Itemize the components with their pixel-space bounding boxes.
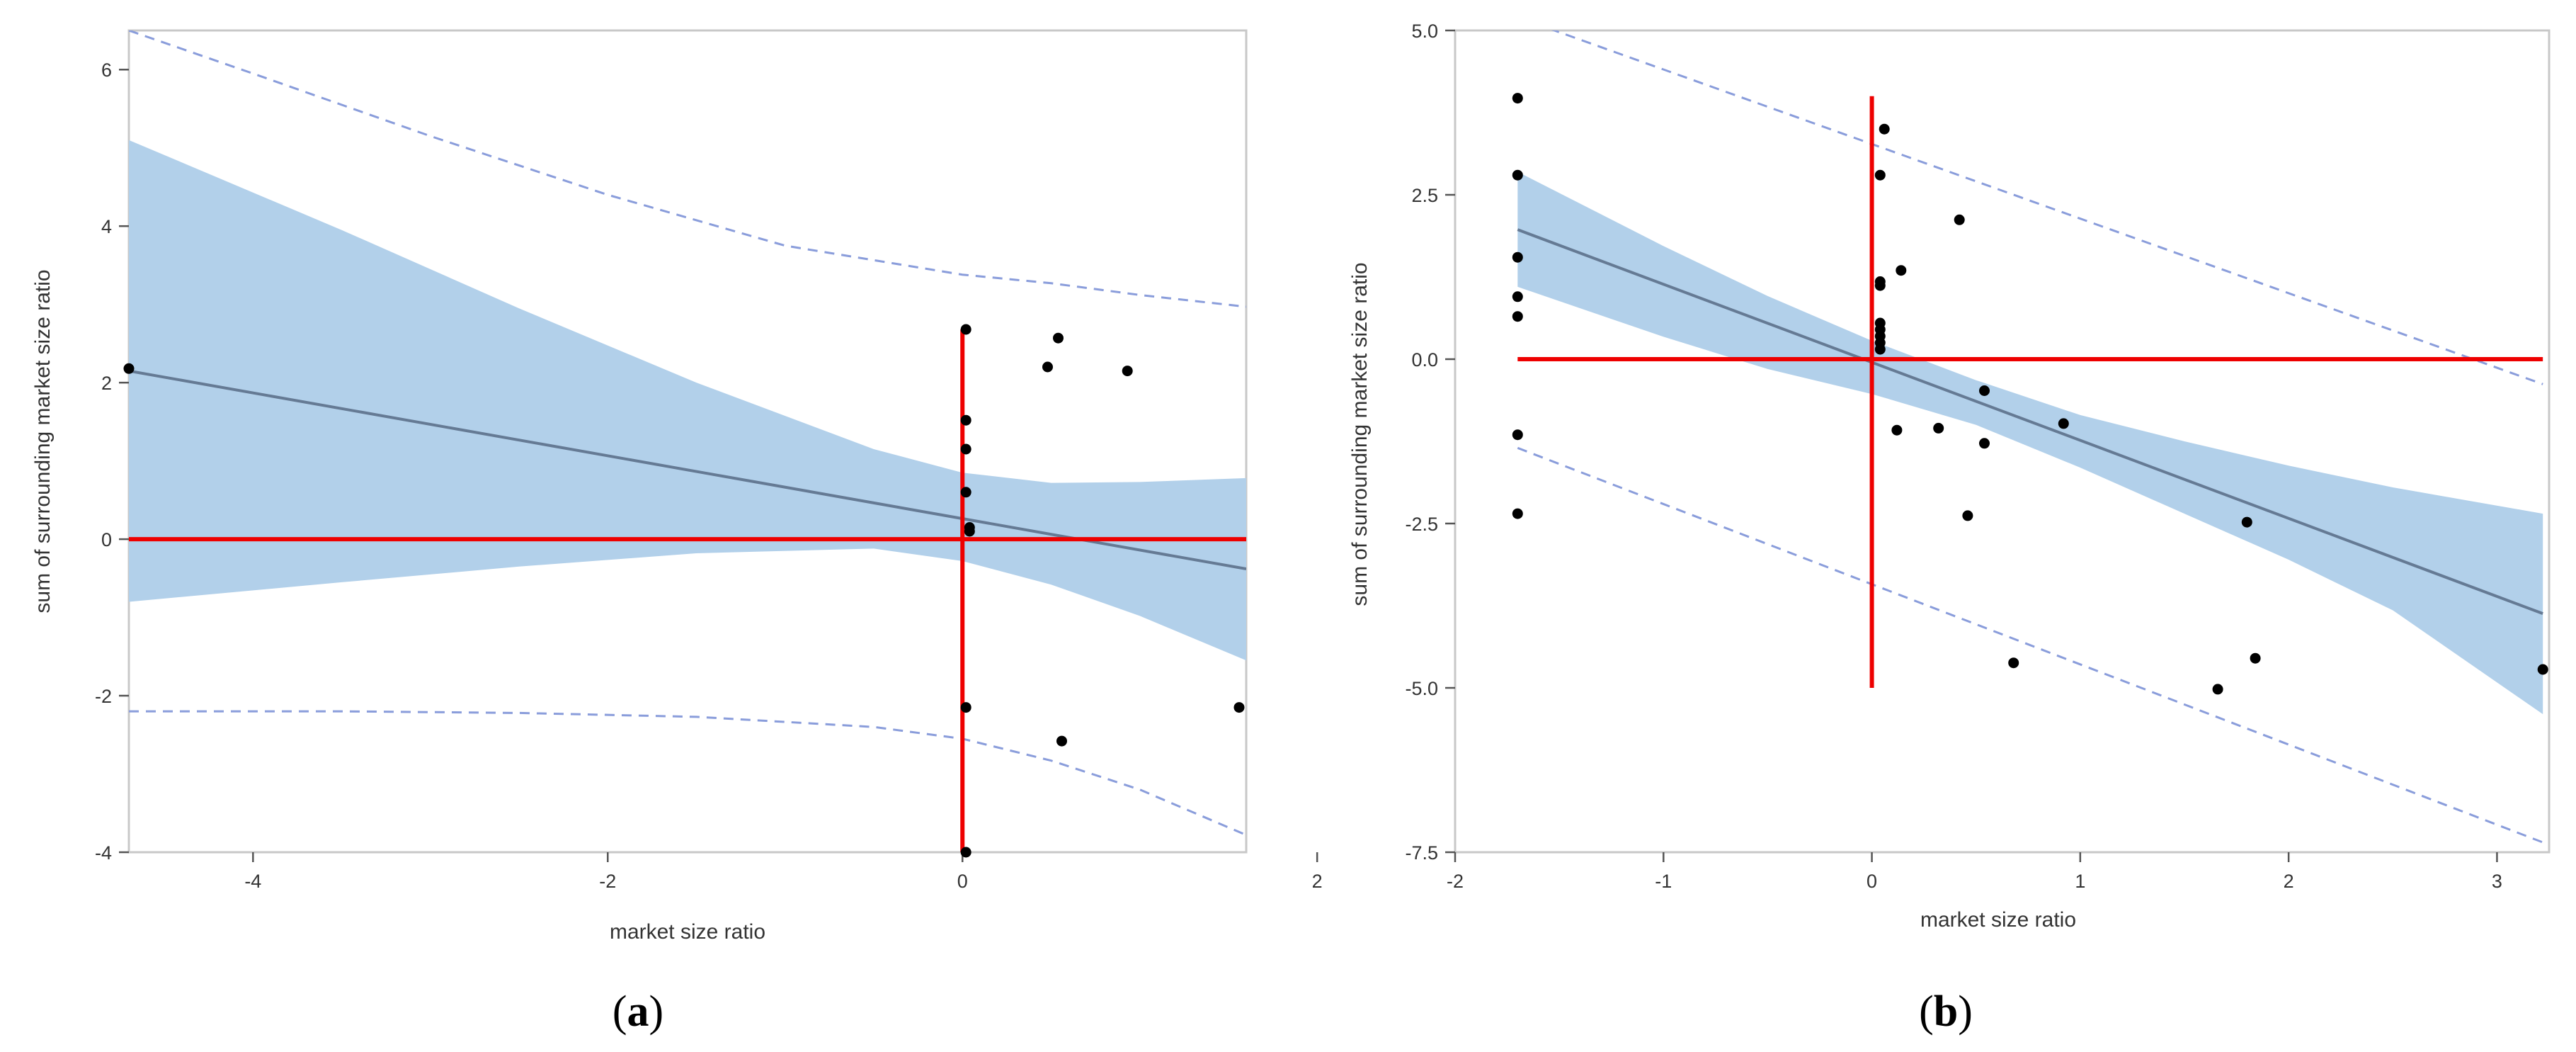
chart-a-data-point bbox=[960, 847, 971, 858]
chart-a-data-point bbox=[960, 487, 971, 498]
chart-b-data-point bbox=[1512, 429, 1523, 441]
chart-b-data-point bbox=[2250, 652, 2261, 664]
chart-b-data-point bbox=[2241, 516, 2252, 528]
chart-a-data-point bbox=[964, 526, 975, 537]
chart-a-prediction-upper-line bbox=[129, 30, 1246, 308]
chart-b-data-point bbox=[1512, 508, 1523, 519]
chart-b-x-axis-label: market size ratio bbox=[1920, 908, 2076, 932]
chart-a-data-point bbox=[960, 443, 971, 455]
chart-b-prediction-lower-line bbox=[1517, 446, 2543, 844]
chart-b-data-point bbox=[1891, 424, 1903, 436]
chart-a-marks bbox=[123, 30, 1246, 858]
chart-b-confidence-band bbox=[1517, 171, 2543, 715]
chart-b-data-point bbox=[1512, 311, 1523, 322]
chart-b-plot-area bbox=[1454, 29, 2551, 854]
chart-b-data-point bbox=[1512, 291, 1523, 302]
chart-b-y-axis-label: sum of surrounding market size ratio bbox=[1348, 262, 1372, 606]
panel-b-label: (b) bbox=[1919, 988, 1973, 1036]
chart-a-data-point bbox=[1053, 332, 1064, 344]
chart-b-data-point bbox=[1979, 385, 1990, 396]
chart-b-fit-line bbox=[1517, 228, 2543, 616]
chart-b-data-point bbox=[1512, 251, 1523, 263]
chart-a-y-axis-label: sum of surrounding market size ratio bbox=[31, 269, 55, 613]
chart-b: -2 -1 0 1 2 3 5.0 2.5 0.0 -2.5 -5.0 -7.5 market si… bbox=[1348, 21, 2551, 1036]
chart-a-data-point bbox=[1233, 702, 1245, 713]
chart-a-prediction-lower-line bbox=[129, 710, 1246, 837]
chart-b-x-ticks: -2 -1 0 1 2 3 bbox=[1447, 852, 2502, 892]
chart-a: -4 -2 0 2 -4 -2 0 2 4 6 market size ratio sum of… bbox=[31, 29, 1323, 1036]
chart-b-data-point bbox=[1512, 169, 1523, 181]
chart-b-data-point bbox=[1512, 93, 1523, 104]
chart-b-data-point bbox=[2058, 418, 2069, 429]
chart-a-data-point bbox=[960, 324, 971, 335]
chart-a-y-tick-label: -2 bbox=[95, 686, 112, 707]
chart-a-y-tick-label: 4 bbox=[101, 216, 112, 237]
chart-a-x-tick-label: 2 bbox=[1312, 871, 1323, 892]
chart-a-data-point bbox=[1042, 361, 1053, 373]
panel-a-label: (a) bbox=[612, 988, 663, 1036]
chart-b-data-point bbox=[1979, 438, 1990, 449]
chart-b-x-tick-label: 0 bbox=[1867, 871, 1877, 892]
chart-b-y-tick-label: -5.0 bbox=[1405, 678, 1438, 699]
chart-b-prediction-upper-line bbox=[1551, 30, 2543, 385]
chart-b-y-tick-label: 0.0 bbox=[1411, 349, 1438, 371]
chart-b-x-tick-label: -1 bbox=[1655, 871, 1672, 892]
chart-b-y-tick-label: -7.5 bbox=[1405, 842, 1438, 864]
chart-b-y-ticks: 5.0 2.5 0.0 -2.5 -5.0 -7.5 bbox=[1405, 21, 1455, 864]
chart-a-data-point bbox=[960, 702, 971, 713]
chart-b-data-point bbox=[1933, 422, 1944, 434]
chart-b-data-point bbox=[1962, 510, 1973, 521]
chart-a-data-point bbox=[1056, 735, 1067, 747]
chart-b-data-point bbox=[1954, 214, 1965, 225]
chart-a-data-point bbox=[123, 363, 135, 374]
chart-b-marks bbox=[1512, 30, 2548, 844]
chart-a-x-tick-label: -2 bbox=[599, 871, 616, 892]
chart-a-data-point bbox=[960, 414, 971, 426]
chart-a-y-tick-label: 0 bbox=[101, 529, 112, 550]
chart-b-data-point bbox=[2537, 664, 2548, 675]
chart-a-x-tick-label: 0 bbox=[957, 871, 968, 892]
chart-b-x-tick-label: -2 bbox=[1447, 871, 1464, 892]
chart-a-x-axis-label: market size ratio bbox=[610, 920, 765, 944]
chart-b-x-tick-label: 2 bbox=[2284, 871, 2294, 892]
chart-b-x-tick-label: 1 bbox=[2075, 871, 2085, 892]
chart-b-data-point bbox=[1874, 344, 1886, 355]
chart-b-y-tick-label: 5.0 bbox=[1411, 21, 1438, 42]
chart-b-y-tick-label: 2.5 bbox=[1411, 185, 1438, 206]
chart-a-y-ticks: -4 -2 0 2 4 6 bbox=[95, 60, 129, 864]
chart-a-data-point bbox=[1122, 366, 1133, 377]
chart-a-y-tick-label: 6 bbox=[101, 60, 112, 81]
chart-b-data-point bbox=[2212, 684, 2223, 695]
chart-b-data-point bbox=[1879, 123, 1890, 135]
chart-b-data-point bbox=[1896, 265, 1907, 276]
chart-b-data-point bbox=[1874, 169, 1886, 181]
chart-a-y-tick-label: 2 bbox=[101, 373, 112, 394]
chart-b-x-tick-label: 3 bbox=[2492, 871, 2502, 892]
chart-a-x-ticks: -4 -2 0 2 bbox=[244, 852, 1323, 892]
chart-b-data-point bbox=[1874, 276, 1886, 287]
chart-a-y-tick-label: -4 bbox=[95, 842, 112, 864]
chart-b-y-tick-label: -2.5 bbox=[1405, 514, 1438, 535]
chart-b-data-point bbox=[2008, 657, 2019, 669]
chart-a-fit-line bbox=[129, 369, 1246, 571]
chart-a-x-tick-label: -4 bbox=[244, 871, 261, 892]
chart-b-series bbox=[1517, 30, 2543, 844]
